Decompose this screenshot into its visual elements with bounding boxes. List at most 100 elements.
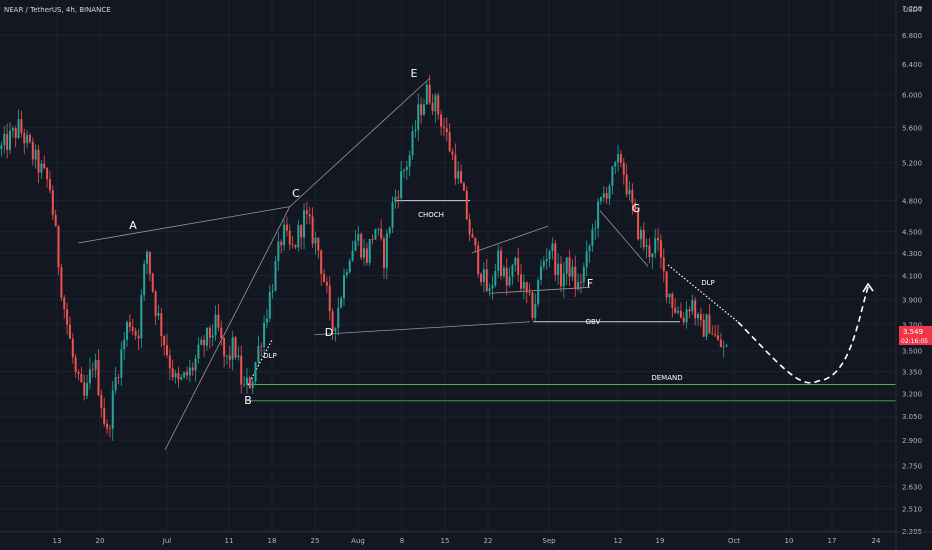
x-tick-label: 19 [656, 537, 665, 545]
candle-body [488, 288, 491, 292]
candle-body [40, 163, 43, 173]
candle-body [719, 339, 722, 348]
candle-body [717, 335, 720, 340]
candle-body [14, 128, 17, 138]
candle-body [451, 151, 454, 155]
x-tick-label: 17 [828, 537, 837, 545]
dlp-dotted-2 [667, 264, 739, 323]
candle-body [368, 239, 371, 263]
candle-body [168, 355, 171, 369]
candle-body [642, 229, 645, 248]
candle-body [108, 428, 111, 430]
candle-body [223, 338, 226, 357]
candle-body [480, 274, 483, 282]
candle-body [637, 210, 640, 240]
channel-upper [471, 225, 549, 254]
x-tick-label: 15 [441, 537, 450, 545]
candle-body [497, 250, 500, 271]
candle-body [97, 360, 100, 396]
candle-body [71, 338, 74, 358]
candle-body [674, 307, 677, 313]
y-tick-label: 6.400 [902, 61, 922, 69]
candle-body [617, 154, 620, 163]
candle-body [74, 357, 77, 372]
candle-body [594, 228, 597, 230]
candle-body [474, 237, 477, 246]
candle-body [46, 168, 49, 180]
candle-body [208, 327, 211, 338]
x-tick-label: Sep [542, 537, 556, 545]
candle-body [525, 282, 528, 293]
y-tick-label: 2.510 [902, 506, 922, 514]
candle-body [374, 229, 377, 240]
candle-body [571, 266, 574, 277]
candle-body [520, 274, 523, 289]
x-tick-label: Oct [728, 537, 740, 545]
candle-body [214, 314, 217, 336]
candle-body [534, 303, 537, 319]
candle-body [43, 163, 46, 169]
candle-body [414, 129, 417, 132]
dlp-dotted-1 [247, 339, 273, 386]
candle-body [554, 243, 557, 276]
trendline-c-e [289, 77, 431, 207]
candle-body [608, 185, 611, 199]
candle-body [225, 355, 228, 357]
candle-body [722, 346, 725, 348]
last-price-value: 3.549 [903, 328, 923, 336]
candle-body [625, 174, 628, 195]
candle-body [254, 362, 257, 382]
last-price-badge: 3.549 02:16:05 [899, 326, 932, 345]
candle-body [248, 377, 251, 389]
y-tick-label: 4.100 [902, 273, 922, 281]
candle-body [17, 119, 20, 138]
candle-body [66, 308, 69, 325]
candle-body [405, 166, 408, 171]
candle-body [203, 339, 206, 346]
candle-body [697, 313, 700, 319]
candle-body [185, 372, 188, 376]
candle-body [263, 322, 266, 347]
candle-body [251, 381, 254, 389]
candle-body [154, 291, 157, 316]
candle-body [123, 339, 126, 350]
candle-body [220, 327, 223, 339]
y-axis[interactable]: 7.200 6.800 6.400 6.000 5.600 5.200 4.800 4.500… [895, 0, 922, 550]
candle-body [331, 311, 334, 332]
forecast-arrowhead [862, 282, 874, 293]
candle-body [562, 273, 565, 287]
candle-body [597, 201, 600, 229]
point-label-c: C [292, 187, 300, 200]
candle-body [537, 279, 540, 304]
x-tick-label: 8 [400, 537, 404, 545]
annotation-text: CHOCH [418, 211, 444, 219]
candle-body [274, 261, 277, 291]
candle-body [211, 335, 214, 338]
y-tick-label: 6.000 [902, 92, 922, 100]
candle-body [422, 104, 425, 115]
candle-body [382, 238, 385, 268]
candle-body [659, 240, 662, 258]
candle-body [34, 149, 37, 160]
candle-body [668, 293, 671, 298]
candle-body [628, 189, 631, 195]
candle-body [257, 346, 260, 363]
candle-body [194, 358, 197, 371]
candle-body [200, 339, 203, 345]
annotation-text: DLP [263, 352, 277, 360]
x-axis[interactable]: 13 20 Jul 11 18 25 Aug 8 15 22 Sep 12 19 Oct 10 17 24 [0, 531, 932, 545]
candle-body [177, 373, 180, 380]
candle-body [579, 281, 582, 283]
candle-body [522, 282, 525, 289]
y-tick-label: 6.800 [902, 32, 922, 40]
candle-body [551, 243, 554, 251]
candle-body [511, 265, 514, 277]
candle-body [317, 237, 320, 251]
candle-body [300, 225, 303, 238]
candle-body [237, 355, 240, 358]
x-tick-label: 25 [311, 537, 320, 545]
candle-body [662, 257, 665, 272]
candle-body [268, 292, 271, 319]
